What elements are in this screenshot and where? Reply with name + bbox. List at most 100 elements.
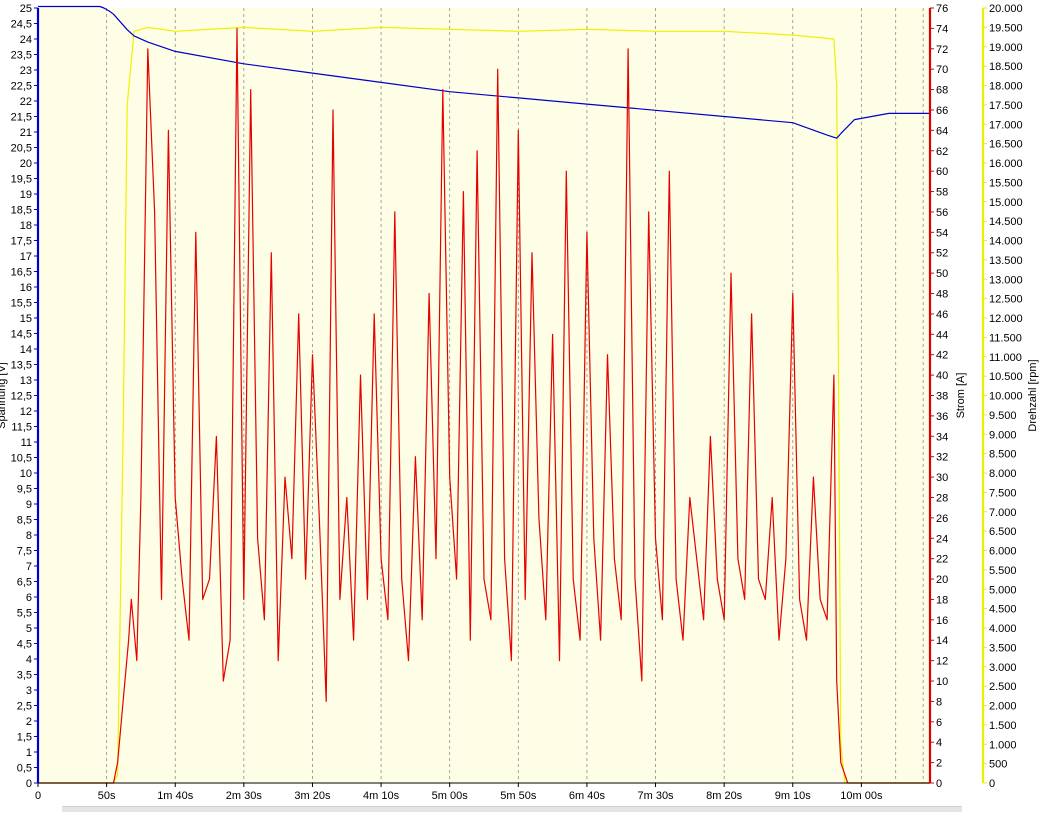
- y-tick-label-voltage: 9: [26, 499, 32, 511]
- y-tick-label-voltage: 12: [20, 406, 32, 418]
- y-tick-label-current: 6: [936, 717, 942, 729]
- y-tick-label-rpm: 9.500: [989, 410, 1017, 422]
- y-tick-label-voltage: 5,5: [17, 608, 32, 620]
- series-line-voltage: [38, 5, 930, 139]
- y-tick-label-voltage: 22,5: [11, 81, 32, 93]
- y-tick-label-voltage: 14: [20, 344, 32, 356]
- y-tick-label-current: 32: [936, 452, 948, 464]
- y-tick-label-voltage: 21: [20, 127, 32, 139]
- y-tick-label-rpm: 4.000: [989, 623, 1017, 635]
- y-tick-label-rpm: 8.500: [989, 449, 1017, 461]
- y-tick-label-rpm: 9.000: [989, 429, 1017, 441]
- y-tick-label-voltage: 4: [26, 654, 32, 666]
- y-tick-label-current: 64: [936, 125, 948, 137]
- series-line-current: [38, 27, 930, 784]
- y-tick-label-current: 70: [936, 64, 948, 76]
- y-axis-title-rpm: Drehzahl [rpm]: [1027, 359, 1039, 431]
- y-tick-label-voltage: 20,5: [11, 143, 32, 155]
- y-tick-label-rpm: 17.000: [989, 119, 1023, 131]
- horizontal-scrollbar[interactable]: [62, 806, 962, 812]
- y-tick-label-rpm: 2.500: [989, 681, 1017, 693]
- y-axis-title-current: Strom [A]: [955, 373, 967, 419]
- y-tick-label-rpm: 13.500: [989, 255, 1023, 267]
- y-tick-label-rpm: 15.500: [989, 177, 1023, 189]
- y-tick-label-voltage: 11,5: [11, 422, 32, 434]
- y-tick-label-voltage: 1: [26, 747, 32, 759]
- y-axis-current: 0246810121416182022242628303234363840424…: [928, 3, 967, 790]
- y-tick-label-rpm: 7.000: [989, 507, 1017, 519]
- y-tick-label-voltage: 9,5: [17, 484, 32, 496]
- y-tick-label-rpm: 6.500: [989, 526, 1017, 538]
- y-tick-label-voltage: 13: [20, 375, 32, 387]
- y-tick-label-voltage: 18,5: [11, 205, 32, 217]
- y-tick-label-rpm: 3.500: [989, 642, 1017, 654]
- y-tick-label-current: 22: [936, 554, 948, 566]
- y-tick-label-rpm: 3.000: [989, 662, 1017, 674]
- y-axis-rpm: 0 500 1.000 1.500 2.000 2.500 3.000 3.500 4.000 4…: [981, 3, 1039, 790]
- y-tick-label-rpm: 1.000: [989, 739, 1017, 751]
- x-axis: 0 50s 1m 40s 2m 30s 3m 20s 4m 10s 5m 00s 5m 50s…: [35, 782, 930, 802]
- y-tick-label-current: 28: [936, 492, 948, 504]
- y-tick-label-voltage: 24: [20, 34, 32, 46]
- y-tick-label-voltage: 16: [20, 282, 32, 294]
- x-tick-label: 50s: [98, 790, 116, 802]
- y-tick-label-current: 74: [936, 23, 948, 35]
- y-tick-label-current: 60: [936, 166, 948, 178]
- y-tick-label-rpm: 20.000: [989, 3, 1023, 15]
- y-tick-label-rpm: 12.000: [989, 313, 1023, 325]
- y-tick-label-voltage: 15,5: [11, 298, 32, 310]
- y-tick-label-voltage: 25: [20, 3, 32, 15]
- y-tick-label-current: 4: [936, 737, 942, 749]
- y-tick-label-current: 26: [936, 513, 948, 525]
- y-tick-label-voltage: 22: [20, 96, 32, 108]
- y-tick-label-current: 46: [936, 309, 948, 321]
- y-tick-label-voltage: 4,5: [17, 639, 32, 651]
- y-tick-label-current: 58: [936, 187, 948, 199]
- y-tick-label-voltage: 10: [20, 468, 32, 480]
- y-tick-label-voltage: 2: [26, 716, 32, 728]
- y-tick-label-rpm: 500: [989, 759, 1007, 771]
- y-tick-label-voltage: 16,5: [11, 267, 32, 279]
- x-tick-label: 8m 20s: [706, 790, 743, 802]
- y-tick-label-voltage: 7,5: [17, 546, 32, 558]
- x-tick-label: 4m 10s: [363, 790, 400, 802]
- y-tick-label-voltage: 19: [20, 189, 32, 201]
- y-tick-label-voltage: 24,5: [11, 19, 32, 31]
- y-tick-label-rpm: 5.500: [989, 565, 1017, 577]
- x-tick-label: 2m 30s: [226, 790, 263, 802]
- y-tick-label-current: 18: [936, 594, 948, 606]
- y-tick-label-voltage: 8,5: [17, 515, 32, 527]
- plot-area: [38, 8, 930, 783]
- y-axis-title-voltage: Spannung [V]: [0, 362, 8, 429]
- x-tick-label: 5m 50s: [500, 790, 537, 802]
- y-tick-label-rpm: 15.000: [989, 197, 1023, 209]
- y-tick-label-current: 54: [936, 227, 948, 239]
- y-tick-label-rpm: 12.500: [989, 294, 1023, 306]
- y-tick-label-voltage: 6: [26, 592, 32, 604]
- y-tick-label-voltage: 11: [21, 437, 32, 449]
- y-tick-label-rpm: 10.500: [989, 371, 1023, 383]
- y-tick-label-voltage: 23: [20, 65, 32, 77]
- y-tick-label-voltage: 21,5: [11, 112, 32, 124]
- y-tick-label-voltage: 7: [26, 561, 32, 573]
- y-tick-label-rpm: 6.000: [989, 546, 1017, 558]
- y-axis-voltage: 00,511,522,533,544,555,566,577,588,599,5…: [0, 3, 40, 790]
- y-tick-label-current: 20: [936, 574, 948, 586]
- y-tick-label-rpm: 11.500: [989, 332, 1022, 344]
- y-tick-label-current: 24: [936, 533, 948, 545]
- y-tick-label-rpm: 0: [989, 778, 995, 790]
- x-tick-label: 10m 00s: [840, 790, 883, 802]
- y-tick-label-current: 76: [936, 3, 948, 15]
- y-tick-label-voltage: 19,5: [11, 174, 32, 186]
- y-tick-label-rpm: 13.000: [989, 274, 1023, 286]
- y-tick-label-current: 52: [936, 248, 948, 260]
- y-tick-label-voltage: 3: [26, 685, 32, 697]
- y-tick-label-rpm: 2.000: [989, 701, 1017, 713]
- y-tick-label-current: 0: [936, 778, 942, 790]
- x-tick-label: 9m 10s: [775, 790, 812, 802]
- y-tick-label-voltage: 6,5: [17, 577, 32, 589]
- y-tick-label-voltage: 13,5: [11, 360, 32, 372]
- y-tick-label-rpm: 14.000: [989, 236, 1023, 248]
- x-tick-label: 1m 40s: [157, 790, 194, 802]
